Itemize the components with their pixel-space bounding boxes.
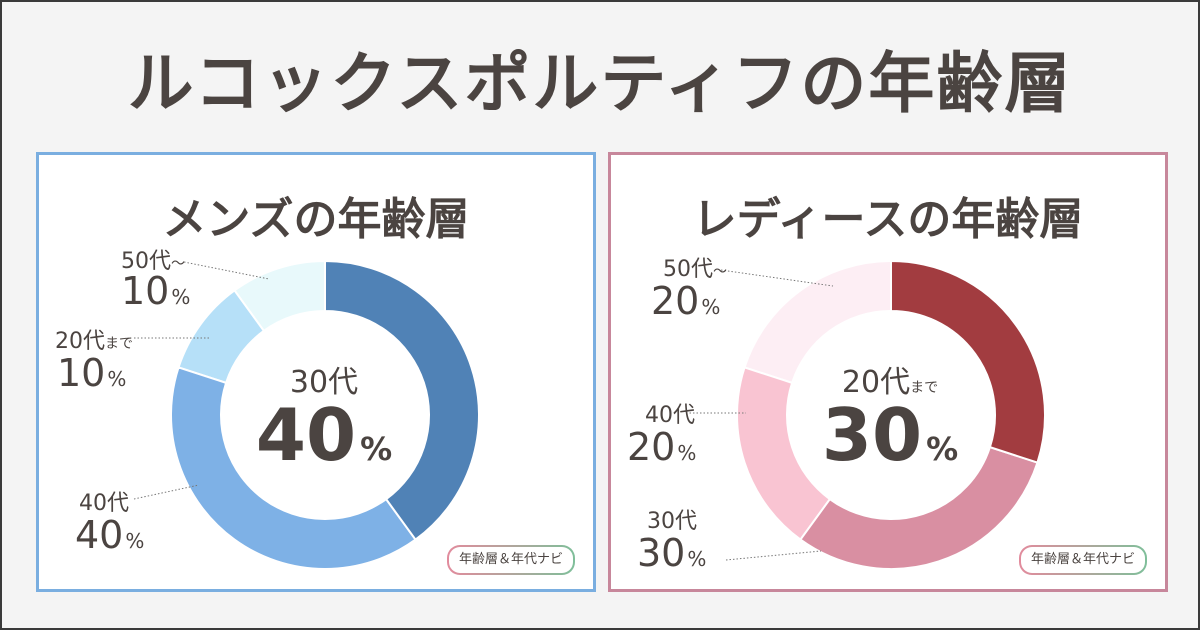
label-40s-value: 20% — [627, 425, 697, 469]
site-badge: 年齢層＆年代ナビ — [1019, 545, 1147, 575]
donut-slice-3 — [177, 289, 266, 385]
label-50s-value: 20% — [651, 279, 721, 323]
label-50s-age: 50代～ — [121, 249, 185, 274]
donut-slice-2 — [799, 445, 1039, 570]
mens-center-age: 30代 — [289, 365, 359, 400]
leader-line-50s — [183, 261, 270, 280]
mens-chart-title: メンズの年齢層 — [162, 194, 470, 245]
label-30s-age: 30代 — [647, 509, 697, 534]
leader-line-50s — [720, 269, 834, 287]
label-40s-age: 40代 — [79, 491, 129, 516]
page-title: ルコックスポルティフの年齢層 — [127, 45, 1073, 122]
label-20s-value: 10% — [57, 351, 127, 395]
label-20s-age: 20代まで — [55, 329, 133, 354]
mens-center-value: 40% — [255, 393, 393, 477]
donut-slice-1 — [324, 259, 480, 541]
label-40s-age: 40代 — [645, 403, 695, 428]
leader-line-40s — [133, 484, 200, 500]
label-50s-age: 50代～ — [663, 257, 727, 282]
ladies-panel: レディースの年齢層 50代～ 20% 40代 20% 30代 30% 20代まで… — [608, 152, 1168, 592]
donut-slice-1 — [890, 259, 1046, 464]
mens-panel: メンズの年齢層 50代～ 10% 20代まで 10% 40代 40% 30代 4… — [36, 152, 596, 592]
ladies-chart-title: レディースの年齢層 — [692, 194, 1084, 245]
label-50s-value: 10% — [121, 269, 191, 313]
ladies-center-value: 30% — [821, 393, 959, 477]
site-badge: 年齢層＆年代ナビ — [447, 545, 575, 575]
mens-leader-lines — [133, 261, 270, 500]
label-40s-value: 40% — [75, 513, 145, 557]
ladies-leader-lines — [686, 269, 834, 561]
donut-slice-2 — [170, 366, 417, 570]
leader-line-30s — [725, 550, 822, 561]
ladies-donut-chart — [686, 259, 1046, 570]
ladies-center-age: 20代まで — [841, 365, 939, 400]
mens-donut-chart — [133, 259, 480, 570]
label-30s-value: 30% — [637, 531, 707, 575]
donut-slice-3 — [736, 366, 832, 541]
